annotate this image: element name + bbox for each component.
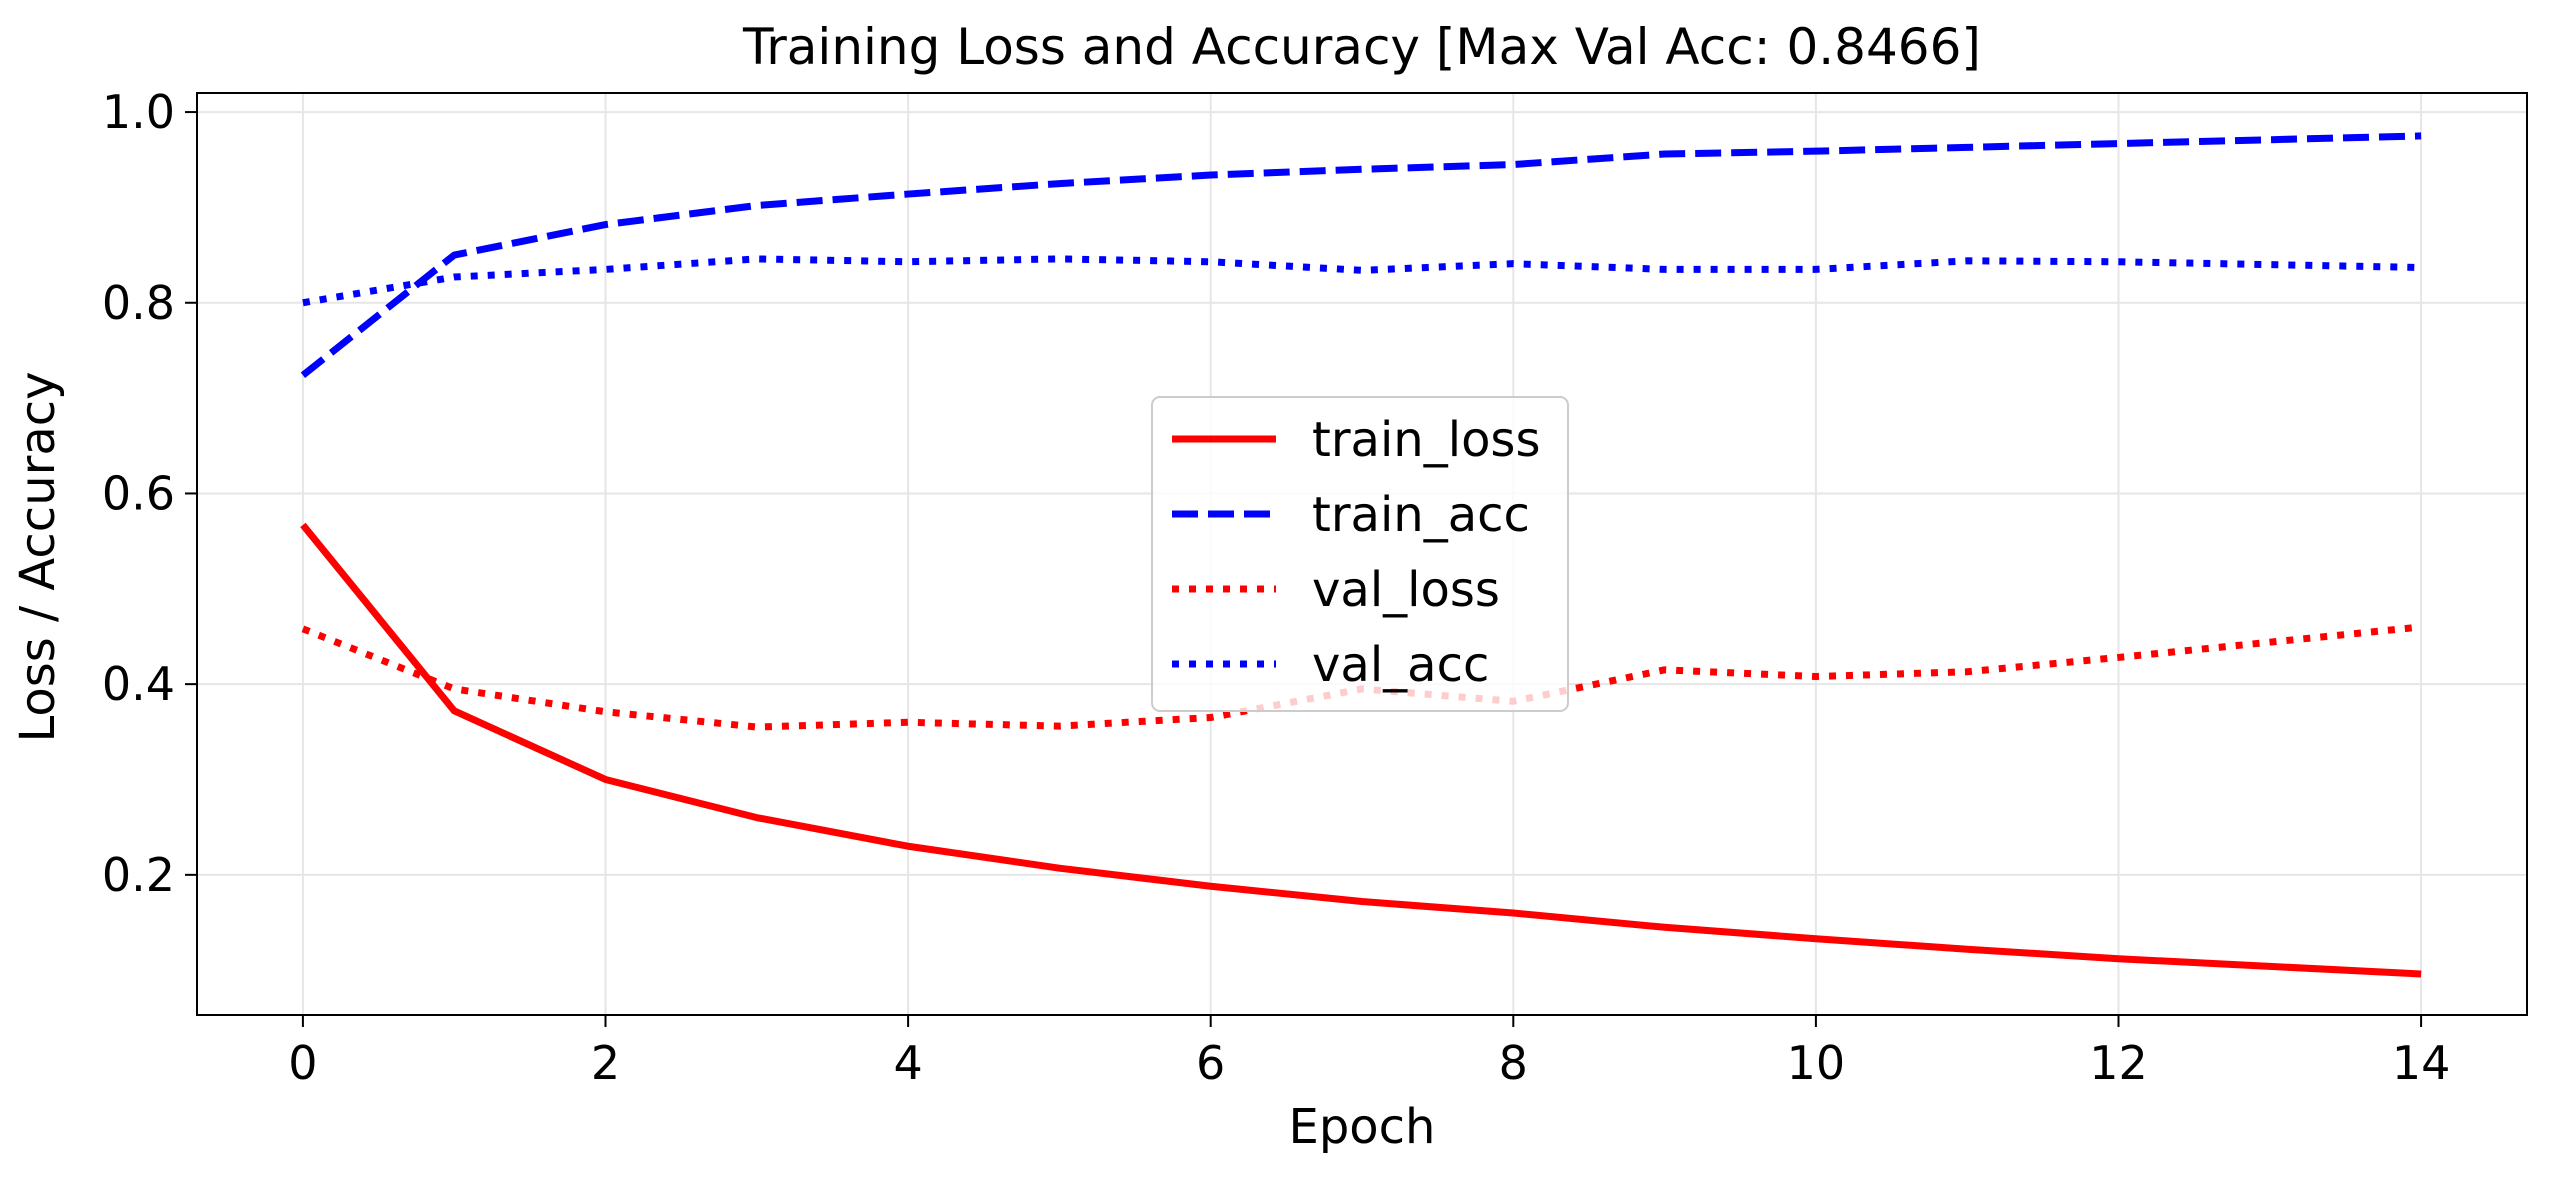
- y-tick-label: 1.0: [102, 85, 175, 139]
- series-line-train-acc: [300, 132, 2422, 378]
- x-tick-label: 8: [1499, 1036, 1528, 1090]
- x-tick-label: 12: [2089, 1036, 2148, 1090]
- x-axis-label: Epoch: [1289, 1099, 1436, 1155]
- series-line-val-acc: [302, 255, 2422, 307]
- x-tick-label: 10: [1787, 1036, 1846, 1090]
- y-tick-label: 0.8: [102, 276, 175, 330]
- x-tick-label: 6: [1196, 1036, 1225, 1090]
- y-tick-label: 0.6: [102, 466, 175, 520]
- x-tick-label: 0: [288, 1036, 317, 1090]
- x-tick-label: 4: [893, 1036, 922, 1090]
- legend-label-val-loss: val_loss: [1312, 562, 1500, 618]
- x-tick-label: 2: [591, 1036, 620, 1090]
- y-axis-label: Loss / Accuracy: [10, 371, 66, 742]
- legend-box: [1151, 396, 1569, 712]
- legend-label-val-acc: val_acc: [1312, 637, 1489, 693]
- legend-label-train-loss: train_loss: [1312, 412, 1540, 468]
- y-tick-label: 0.4: [102, 657, 175, 711]
- series-line-train-loss: [300, 522, 2422, 978]
- y-tick-label: 0.2: [102, 848, 175, 902]
- plot-frame: [196, 92, 2528, 1016]
- chart-title: Training Loss and Accuracy [Max Val Acc:…: [742, 18, 1981, 76]
- ticks-layer: 0 2 4 6 8 10 12 14 0.2 0.4 0.6 0.8 1.0: [102, 85, 2451, 1090]
- legend: train_loss train_acc val_loss val_acc: [1151, 396, 1569, 712]
- legend-label-train-acc: train_acc: [1312, 487, 1530, 543]
- x-tick-label: 14: [2392, 1036, 2451, 1090]
